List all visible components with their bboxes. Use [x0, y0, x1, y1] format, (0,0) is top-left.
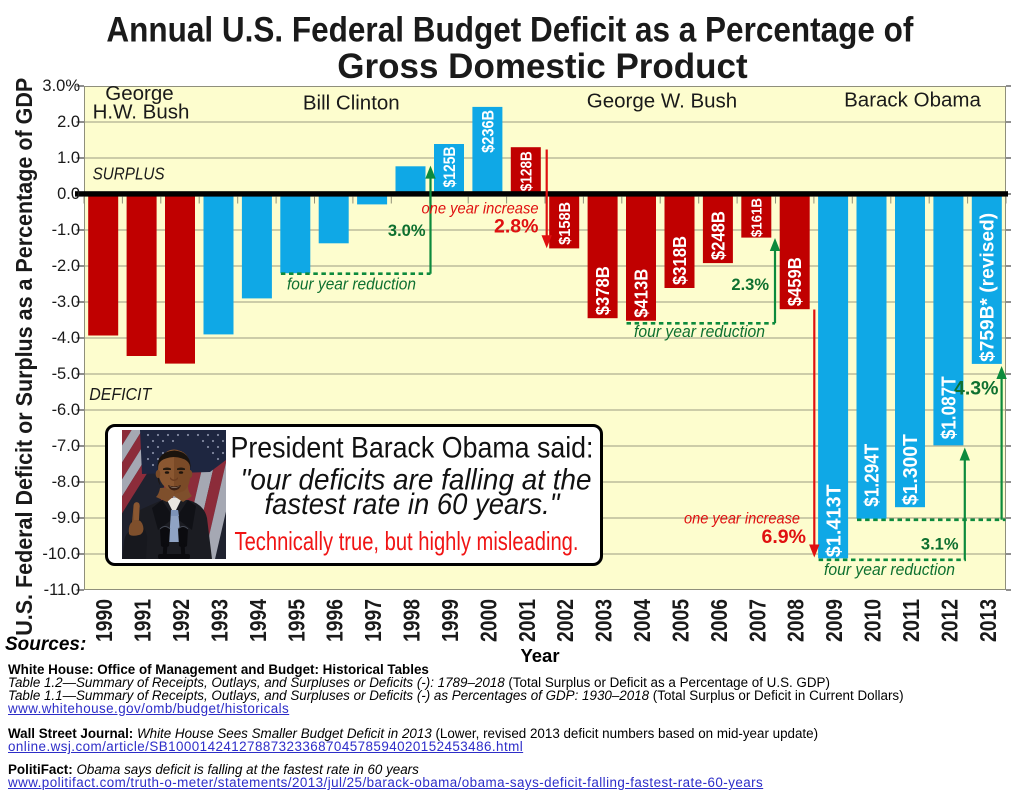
svg-text:2.3%: 2.3% — [731, 276, 769, 294]
svg-text:2009: 2009 — [821, 599, 847, 642]
svg-text:Annual U.S. Federal Budget Def: Annual U.S. Federal Budget Deficit as a … — [106, 9, 913, 49]
svg-text:President Barack Obama said:: President Barack Obama said: — [231, 431, 594, 464]
svg-text:2010: 2010 — [860, 599, 886, 642]
svg-text:SURPLUS: SURPLUS — [93, 164, 165, 184]
svg-text:1995: 1995 — [283, 599, 309, 642]
svg-text:2006: 2006 — [706, 599, 732, 642]
svg-text:-2.0: -2.0 — [52, 257, 80, 275]
svg-text:$378B: $378B — [593, 266, 613, 315]
svg-text:3.0%: 3.0% — [42, 77, 80, 95]
svg-text:-11.0: -11.0 — [44, 581, 80, 599]
svg-text:-6.0: -6.0 — [52, 401, 80, 419]
svg-text:1990: 1990 — [91, 599, 117, 642]
svg-text:2013: 2013 — [975, 599, 1001, 642]
svg-text:2001: 2001 — [514, 599, 540, 642]
svg-text:four year reduction: four year reduction — [287, 275, 416, 294]
svg-text:4.3%: 4.3% — [954, 378, 998, 400]
svg-text:$759B* (revised): $759B* (revised) — [978, 213, 999, 362]
svg-text:fastest rate in 60 years.": fastest rate in 60 years." — [265, 488, 561, 521]
svg-text:Gross Domestic Product: Gross Domestic Product — [337, 47, 748, 86]
svg-text:2.0: 2.0 — [57, 113, 80, 131]
svg-text:3.1%: 3.1% — [921, 536, 959, 554]
svg-text:"our deficits are falling at t: "our deficits are falling at the — [241, 464, 592, 497]
svg-text:1994: 1994 — [245, 599, 271, 642]
svg-text:Technically true, but highly m: Technically true, but highly misleading. — [235, 526, 579, 556]
svg-text:-5.0: -5.0 — [52, 365, 80, 383]
svg-text:-9.0: -9.0 — [52, 509, 80, 527]
svg-text:George W. Bush: George W. Bush — [587, 90, 737, 113]
svg-text:2007: 2007 — [744, 599, 770, 642]
svg-text:1999: 1999 — [437, 599, 463, 642]
svg-text:2012: 2012 — [936, 599, 962, 642]
svg-text:$128B: $128B — [519, 151, 536, 191]
svg-text:6.9%: 6.9% — [762, 526, 806, 548]
svg-text:2.8%: 2.8% — [494, 216, 538, 238]
svg-text:1996: 1996 — [322, 599, 348, 642]
svg-text:$1.413T: $1.413T — [823, 484, 845, 557]
svg-text:2008: 2008 — [783, 599, 809, 642]
svg-text:Year: Year — [520, 645, 559, 666]
svg-text:-10.0: -10.0 — [42, 545, 80, 563]
svg-text:1991: 1991 — [130, 599, 156, 642]
svg-text:$318B: $318B — [670, 236, 690, 285]
svg-text:$1.294T: $1.294T — [862, 444, 884, 507]
svg-text:1993: 1993 — [207, 599, 233, 642]
svg-text:2011: 2011 — [898, 599, 924, 642]
svg-text:2002: 2002 — [552, 599, 578, 642]
svg-text:1997: 1997 — [360, 599, 386, 642]
svg-text:-4.0: -4.0 — [52, 329, 80, 347]
svg-text:$459B: $459B — [785, 257, 805, 306]
svg-text:Bill Clinton: Bill Clinton — [303, 91, 400, 114]
svg-text:$1.087T: $1.087T — [939, 376, 961, 439]
svg-text:1998: 1998 — [399, 599, 425, 642]
svg-text:1.0: 1.0 — [57, 149, 80, 167]
svg-text:one year increase: one year increase — [684, 511, 800, 528]
svg-text:$1.300T: $1.300T — [900, 434, 922, 505]
svg-text:2000: 2000 — [475, 599, 501, 642]
svg-text:2003: 2003 — [591, 599, 617, 642]
svg-text:U.S. Federal Deficit or Surplu: U.S. Federal Deficit or Surplus as a Per… — [11, 78, 37, 636]
svg-text:DEFICIT: DEFICIT — [89, 384, 152, 404]
svg-text:-7.0: -7.0 — [52, 437, 80, 455]
svg-text:H.W. Bush: H.W. Bush — [93, 101, 190, 124]
svg-text:one year increase: one year increase — [422, 201, 539, 218]
svg-text:$125B: $125B — [440, 147, 459, 188]
svg-text:George: George — [105, 82, 173, 105]
svg-text:2005: 2005 — [668, 599, 694, 642]
svg-text:0.0: 0.0 — [57, 185, 80, 203]
svg-text:-8.0: -8.0 — [52, 473, 80, 491]
svg-text:-1.0: -1.0 — [52, 221, 80, 239]
svg-text:1992: 1992 — [168, 599, 194, 642]
svg-text:$248B: $248B — [708, 211, 728, 260]
svg-text:four year reduction: four year reduction — [634, 322, 765, 341]
svg-text:$161B: $161B — [749, 198, 766, 237]
svg-text:$158B: $158B — [557, 202, 574, 245]
svg-text:Barack Obama: Barack Obama — [844, 89, 981, 112]
svg-text:3.0%: 3.0% — [388, 222, 426, 240]
svg-text:-3.0: -3.0 — [52, 293, 80, 311]
svg-text:four year reduction: four year reduction — [824, 560, 955, 579]
svg-text:2004: 2004 — [629, 599, 655, 642]
svg-text:$236B: $236B — [479, 110, 498, 153]
svg-text:$413B: $413B — [632, 269, 652, 318]
